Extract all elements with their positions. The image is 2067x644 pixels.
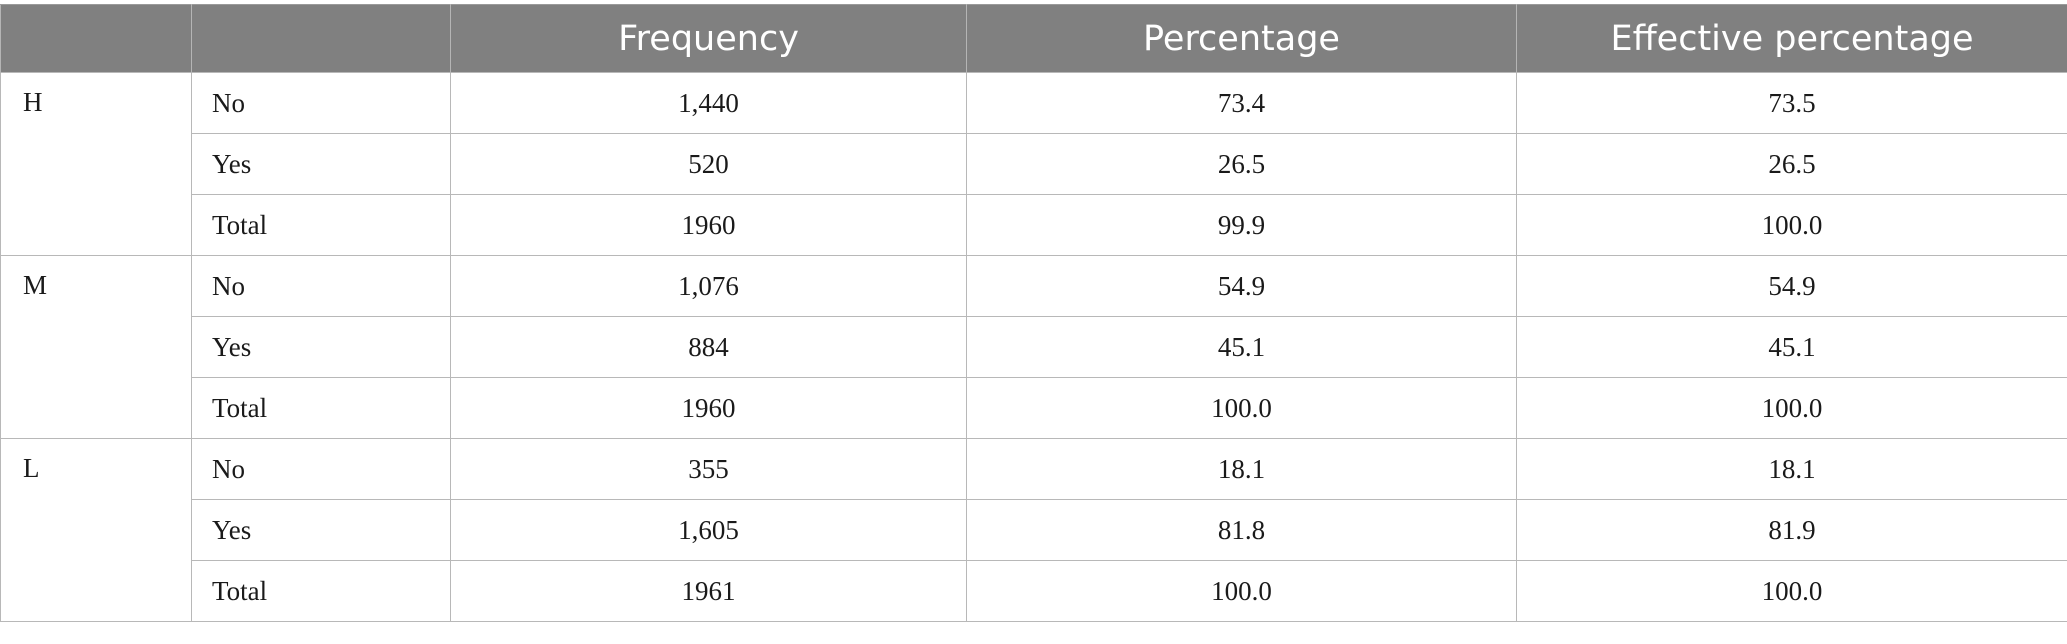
frequency-cell: 884 bbox=[450, 316, 967, 378]
effective-percentage-cell: 26.5 bbox=[1516, 133, 2067, 195]
category-cell: Yes bbox=[191, 499, 451, 561]
frequency-cell: 1960 bbox=[450, 377, 967, 439]
effective-percentage-cell: 54.9 bbox=[1516, 255, 2067, 317]
table-row: Yes 1,605 81.8 81.9 bbox=[1, 499, 2067, 561]
frequency-cell: 1,076 bbox=[450, 255, 967, 317]
percentage-cell: 26.5 bbox=[966, 133, 1517, 195]
category-cell: No bbox=[191, 255, 451, 317]
effective-percentage-cell: 18.1 bbox=[1516, 438, 2067, 500]
percentage-cell: 18.1 bbox=[966, 438, 1517, 500]
header-row: Frequency Percentage Effective percentag… bbox=[0, 4, 2067, 73]
percentage-cell: 100.0 bbox=[966, 377, 1517, 439]
category-cell: Total bbox=[191, 377, 451, 439]
header-empty-category bbox=[191, 4, 451, 73]
group-label-m: M bbox=[0, 255, 192, 439]
percentage-cell: 73.4 bbox=[966, 72, 1517, 134]
effective-percentage-cell: 100.0 bbox=[1516, 194, 2067, 256]
percentage-cell: 54.9 bbox=[966, 255, 1517, 317]
effective-percentage-cell: 45.1 bbox=[1516, 316, 2067, 378]
frequency-cell: 1,605 bbox=[450, 499, 967, 561]
header-frequency: Frequency bbox=[450, 4, 967, 73]
frequency-table: Frequency Percentage Effective percentag… bbox=[0, 4, 2067, 622]
header-empty-group bbox=[0, 4, 192, 73]
table-row: Total 1960 100.0 100.0 bbox=[1, 377, 2067, 439]
table-row: Yes 520 26.5 26.5 bbox=[1, 133, 2067, 195]
table-row: Total 1960 99.9 100.0 bbox=[1, 194, 2067, 256]
category-cell: Total bbox=[191, 560, 451, 622]
effective-percentage-cell: 100.0 bbox=[1516, 560, 2067, 622]
percentage-cell: 81.8 bbox=[966, 499, 1517, 561]
table-row: L No 355 18.1 18.1 bbox=[0, 438, 2067, 622]
category-cell: Total bbox=[191, 194, 451, 256]
frequency-cell: 1960 bbox=[450, 194, 967, 256]
table-header: Frequency Percentage Effective percentag… bbox=[0, 4, 2067, 73]
frequency-cell: 355 bbox=[450, 438, 967, 500]
percentage-cell: 100.0 bbox=[966, 560, 1517, 622]
frequency-cell: 1961 bbox=[450, 560, 967, 622]
frequency-cell: 520 bbox=[450, 133, 967, 195]
frequency-cell: 1,440 bbox=[450, 72, 967, 134]
percentage-cell: 45.1 bbox=[966, 316, 1517, 378]
group-label-l: L bbox=[0, 438, 192, 622]
table-row: M No 1,076 54.9 54.9 bbox=[0, 255, 2067, 439]
table-row: H No 1,440 73.4 73.5 bbox=[0, 72, 2067, 256]
header-percentage: Percentage bbox=[966, 4, 1517, 73]
header-effective-percentage: Effective percentage bbox=[1516, 4, 2067, 73]
frequency-table-container: Frequency Percentage Effective percentag… bbox=[0, 4, 2067, 622]
effective-percentage-cell: 100.0 bbox=[1516, 377, 2067, 439]
effective-percentage-cell: 73.5 bbox=[1516, 72, 2067, 134]
group-label-h: H bbox=[0, 72, 192, 256]
category-cell: Yes bbox=[191, 133, 451, 195]
table-body: H No 1,440 73.4 73.5 Yes 520 26.5 26.5 T… bbox=[0, 72, 2067, 622]
category-cell: No bbox=[191, 438, 451, 500]
percentage-cell: 99.9 bbox=[966, 194, 1517, 256]
effective-percentage-cell: 81.9 bbox=[1516, 499, 2067, 561]
category-cell: Yes bbox=[191, 316, 451, 378]
category-cell: No bbox=[191, 72, 451, 134]
table-row: Total 1961 100.0 100.0 bbox=[1, 560, 2067, 622]
table-row: Yes 884 45.1 45.1 bbox=[1, 316, 2067, 378]
